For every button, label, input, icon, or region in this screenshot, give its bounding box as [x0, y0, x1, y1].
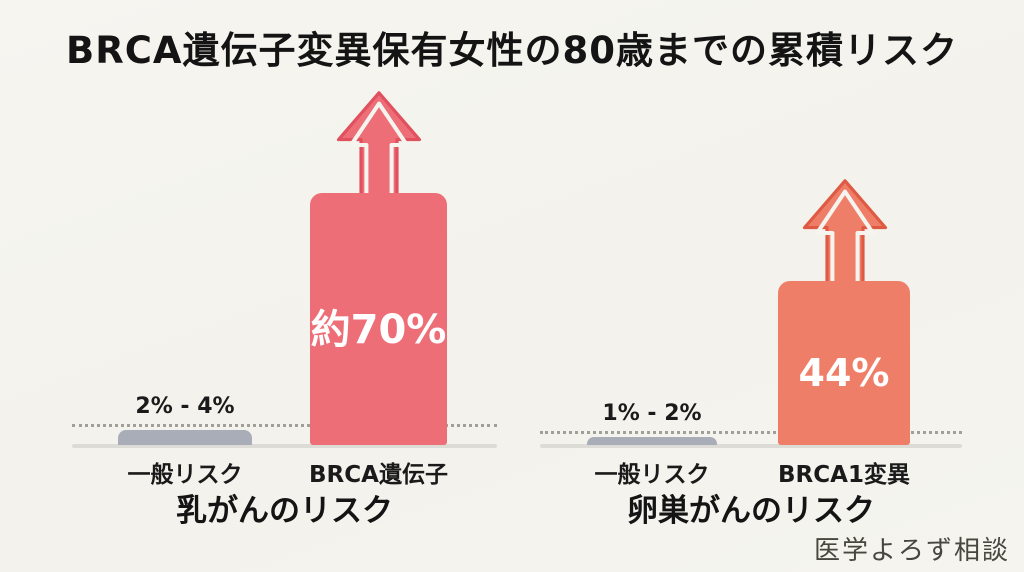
brca-risk-bar-ovarian: 44% [778, 281, 910, 445]
risk-value-label-ovarian: 44% [798, 351, 890, 395]
panel-title-ovarian: 卵巣がんのリスク [627, 493, 875, 529]
axis-baseline-breast [72, 444, 497, 448]
up-arrow-icon [802, 179, 888, 289]
category-label-general-breast: 一般リスク [127, 462, 243, 488]
risk-value-label-breast: 約70% [310, 307, 447, 353]
axis-baseline-ovarian [540, 444, 962, 448]
general-risk-reference-line-ovarian [540, 431, 962, 434]
category-label-brca-breast: BRCA遺伝子 [309, 462, 448, 488]
category-label-brca-ovarian: BRCA1変異 [778, 462, 910, 488]
category-label-general-ovarian: 一般リスク [594, 462, 710, 488]
general-risk-bar-breast [118, 430, 252, 445]
brca-risk-bar-breast: 約70% [310, 193, 447, 445]
general-risk-reference-line-breast [72, 424, 497, 427]
panel-title-breast: 乳がんのリスク [176, 493, 393, 529]
chart-title: BRCA遺伝子変異保有女性の80歳までの累積リスク [66, 29, 958, 72]
watermark-text: 医学よろず相談 [813, 536, 1010, 566]
general-risk-bar-ovarian [587, 437, 717, 445]
general-risk-value-ovarian: 1% - 2% [602, 401, 702, 426]
up-arrow-icon [336, 91, 422, 201]
general-risk-value-breast: 2% - 4% [135, 394, 235, 419]
